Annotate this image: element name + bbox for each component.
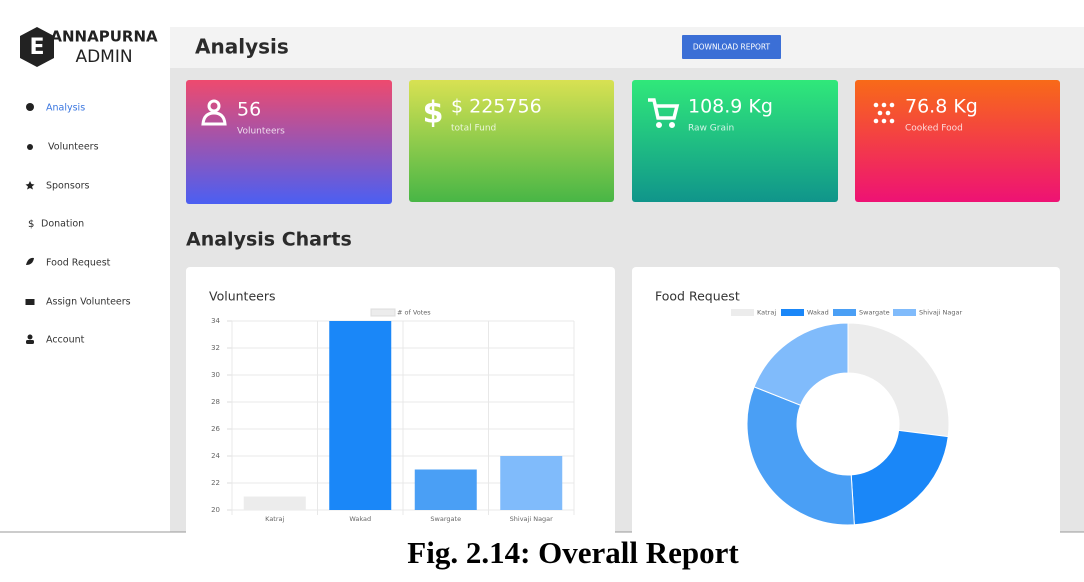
stat-card [632,80,838,202]
x-tick-label: Shivaji Nagar [510,515,554,523]
legend-swatch [370,308,396,317]
stat-texts: 56 Volunteers $ 225756 total Fund 108.9 … [237,96,978,137]
y-tick-label: 24 [211,452,220,460]
sidebar [0,27,170,532]
nav-item[interactable]: Donation [41,219,84,230]
caption-bg [0,533,1084,582]
bar [329,321,392,510]
legend-label: Wakad [807,309,829,317]
stat-value: 56 [237,99,261,121]
legend-swatch [893,309,916,316]
legend-swatch [781,309,804,316]
y-tick-label: 28 [211,398,220,406]
stat-icons: $ [201,96,895,131]
nav-item[interactable]: Account [46,335,85,346]
nav-item[interactable]: Volunteers [48,142,99,153]
icon [25,299,35,305]
section-title: Analysis Charts [186,229,352,251]
y-tick-label: 34 [211,317,220,325]
bar [500,456,563,510]
x-tick-label: Swargate [430,515,461,523]
nav-item[interactable]: Assign Volunteers [46,297,131,308]
nav-item[interactable]: Analysis [46,103,85,114]
figure-caption: Fig. 2.14: Overall Report [407,535,739,570]
legend-label: # of Votes [397,309,431,317]
x-tick-label: Katraj [265,515,284,523]
stat-value: 76.8 Kg [905,96,978,118]
x-tick-label: Wakad [349,515,371,523]
icon [26,103,34,111]
donut-slice [850,429,949,526]
stat-label: Cooked Food [905,124,963,134]
bar [414,469,477,510]
chart-panel [632,267,1060,537]
donut-slice [847,322,950,438]
y-tick-label: 26 [211,425,220,433]
legend-label: Swargate [859,309,890,317]
donut-slice [746,386,855,526]
logo-letter: E [29,35,44,60]
icon: $ [423,96,444,131]
brand-sub: ADMIN [75,47,132,67]
y-tick-label: 20 [211,506,220,514]
stat-label: total Fund [451,124,496,134]
stat-card [855,80,1060,202]
stat-value: 108.9 Kg [688,96,773,118]
icon [26,257,34,265]
icon [648,98,680,120]
download-button-label[interactable]: DOWNLOAD REPORT [693,43,771,52]
logo-badge [20,27,54,67]
nav-icons: $ [25,103,35,344]
page-title: Analysis [195,35,289,59]
nav-item[interactable]: Sponsors [46,181,90,192]
stat-card [409,80,614,202]
stat-value: $ 225756 [451,96,542,118]
donut-slice [753,322,849,406]
stat-label: Volunteers [237,127,285,137]
icon: $ [28,219,34,230]
icon [873,102,895,124]
y-tick-label: 32 [211,344,220,352]
icon [26,340,34,344]
icon [201,111,227,126]
download-button[interactable] [682,35,781,59]
bar [243,496,306,510]
chart-title: Food Request [655,289,740,304]
icon [27,144,33,150]
y-tick-label: 30 [211,371,220,379]
stat-label: Raw Grain [688,124,734,134]
icon [669,122,675,128]
header-bar [170,27,1084,68]
icon [27,334,33,340]
legend-swatch [833,309,856,316]
nav-item[interactable]: Food Request [46,258,111,269]
legend-swatch [731,309,754,316]
icon [25,181,35,190]
legend-label: Shivaji Nagar [919,309,963,317]
icon [656,122,662,128]
chart-title: Volunteers [209,289,275,304]
legend-label: Katraj [757,309,776,317]
y-tick-label: 22 [211,479,220,487]
stat-card [186,80,392,204]
icon [207,99,221,113]
charts: 20 22 24 26 28 30 32 34 # of Votes Katraj Wakad Swa… [211,308,963,526]
brand-name: ANNAPURNA [50,28,158,46]
